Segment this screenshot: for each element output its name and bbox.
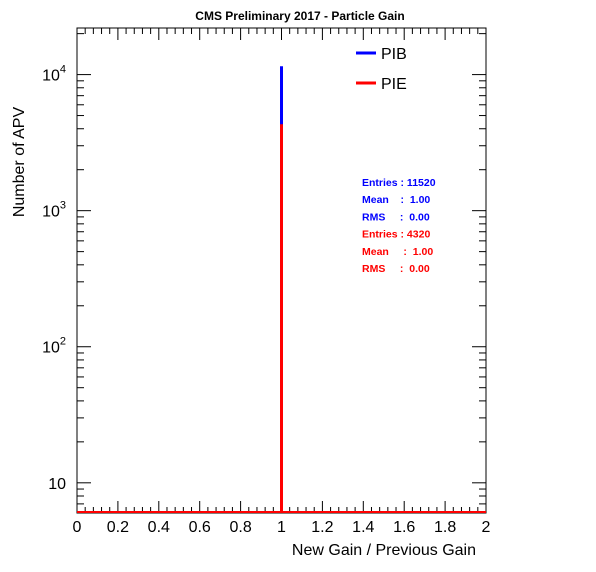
legend: PIB PIE bbox=[356, 46, 407, 93]
y-axis: 10 102 103 104 bbox=[42, 33, 486, 514]
x-tick-label: 2 bbox=[482, 519, 491, 536]
stats-line: RMS : 0.00 bbox=[362, 263, 430, 275]
x-tick-label: 0.8 bbox=[229, 519, 251, 536]
x-tick-label: 1.8 bbox=[434, 519, 456, 536]
y-tick-label: 10 bbox=[48, 476, 66, 493]
legend-label-pib: PIB bbox=[381, 46, 407, 63]
x-tick-label: 0.6 bbox=[189, 519, 211, 536]
stats-line: RMS : 0.00 bbox=[362, 211, 430, 223]
x-tick-label: 1.4 bbox=[352, 519, 374, 536]
x-tick-label: 0 bbox=[73, 519, 82, 536]
y-tick-label: 102 bbox=[42, 336, 66, 357]
stats-line: Entries : 11520 bbox=[362, 177, 436, 189]
stats-line: Entries : 4320 bbox=[362, 229, 430, 241]
legend-label-pie: PIE bbox=[381, 76, 407, 93]
x-tick-label: 1 bbox=[277, 519, 286, 536]
x-tick-label: 0.4 bbox=[148, 519, 170, 536]
y-tick-label: 104 bbox=[42, 64, 66, 85]
x-tick-label: 0.2 bbox=[107, 519, 129, 536]
stats-box: Entries : 11520 Mean : 1.00 RMS : 0.00 Entr… bbox=[362, 177, 436, 275]
x-axis-label: New Gain / Previous Gain bbox=[292, 542, 476, 559]
x-axis: 0 0.2 0.4 0.6 0.8 1 1.2 1.4 1.6 1.8 2 bbox=[73, 28, 491, 536]
chart-title: CMS Preliminary 2017 - Particle Gain bbox=[195, 9, 404, 23]
stats-line: Mean : 1.00 bbox=[362, 194, 430, 206]
histogram-bars bbox=[77, 66, 486, 513]
stats-line: Mean : 1.00 bbox=[362, 246, 433, 258]
y-tick-label: 103 bbox=[42, 200, 66, 221]
y-axis-label: Number of APV bbox=[11, 107, 28, 218]
x-tick-label: 1.6 bbox=[393, 519, 415, 536]
x-tick-label: 1.2 bbox=[311, 519, 333, 536]
